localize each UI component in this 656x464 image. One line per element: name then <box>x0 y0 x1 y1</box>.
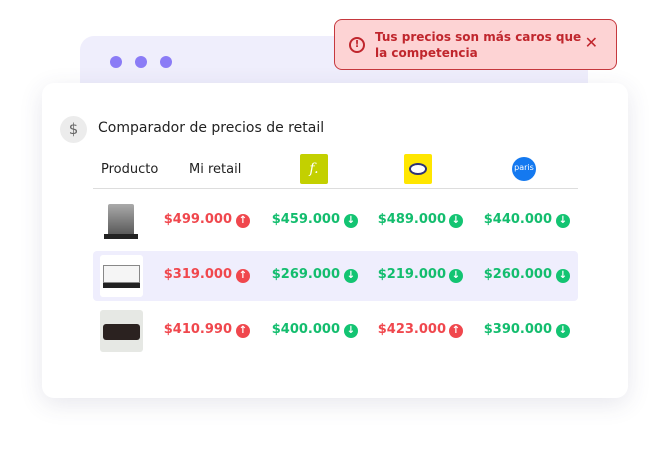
arrow-down-icon: ↓ <box>556 269 570 283</box>
paris-logo: paris <box>512 157 536 181</box>
price-cell: $390.000 <box>483 322 552 337</box>
table-row: $410.990 ↑ $400.000 ↓ $423.000 ↑ $390.000 ↓ <box>93 306 578 356</box>
price-alert: ! Tus precios son más caros que la compe… <box>334 19 617 70</box>
price-cell: $219.000 <box>377 267 446 282</box>
header-product: Producto <box>101 162 159 177</box>
price-cell: $319.000 <box>163 267 232 282</box>
arrow-down-icon: ↓ <box>344 324 358 338</box>
price-cell: $499.000 <box>163 212 232 227</box>
price-cell: $260.000 <box>483 267 552 282</box>
arrow-down-icon: ↓ <box>556 214 570 228</box>
arrow-up-icon: ↑ <box>236 324 250 338</box>
price-cell: $269.000 <box>271 267 340 282</box>
arrow-down-icon: ↓ <box>344 214 358 228</box>
alert-circle-icon: ! <box>349 37 365 53</box>
close-icon[interactable]: ✕ <box>584 33 598 52</box>
alert-message: Tus precios son más caros que la compete… <box>375 30 582 60</box>
product-image <box>100 200 143 242</box>
window-dot <box>110 56 122 68</box>
arrow-up-icon: ↑ <box>449 324 463 338</box>
price-cell: $400.000 <box>271 322 340 337</box>
product-image <box>100 310 143 352</box>
table-row: $499.000 ↑ $459.000 ↓ $489.000 ↓ $440.000 ↓ <box>93 196 578 246</box>
page-title: Comparador de precios de retail <box>98 120 325 136</box>
arrow-up-icon: ↑ <box>236 214 250 228</box>
arrow-down-icon: ↓ <box>449 214 463 228</box>
arrow-down-icon: ↓ <box>344 269 358 283</box>
header-mi-retail: Mi retail <box>189 162 242 177</box>
product-image <box>100 255 143 297</box>
price-cell: $410.990 <box>163 322 232 337</box>
price-cell: $489.000 <box>377 212 446 227</box>
mercadolibre-logo <box>404 154 432 184</box>
price-cell: $423.000 <box>377 322 446 337</box>
price-cell: $440.000 <box>483 212 552 227</box>
window-dot <box>160 56 172 68</box>
falabella-logo: f. <box>300 154 328 184</box>
header-divider <box>93 188 578 189</box>
arrow-down-icon: ↓ <box>449 269 463 283</box>
arrow-up-icon: ↑ <box>236 269 250 283</box>
window-dot <box>135 56 147 68</box>
arrow-down-icon: ↓ <box>556 324 570 338</box>
price-cell: $459.000 <box>271 212 340 227</box>
table-row: $319.000 ↑ $269.000 ↓ $219.000 ↓ $260.000 ↓ <box>93 251 578 301</box>
dollar-icon: $ <box>60 116 87 143</box>
